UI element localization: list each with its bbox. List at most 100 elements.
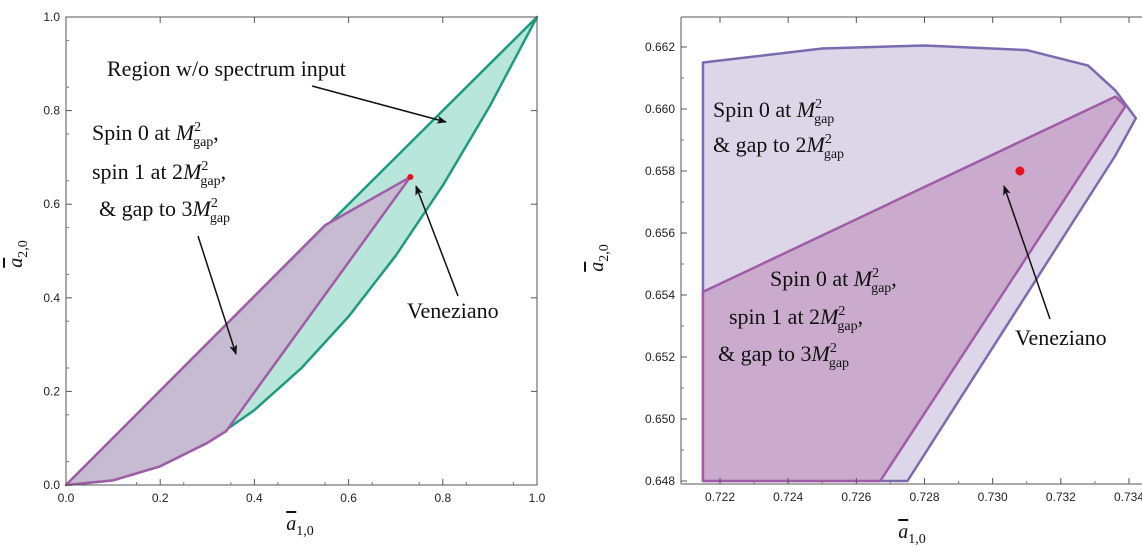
- left-regions: [64, 15, 539, 487]
- annotation-right-spin-line-1-sup: 2: [872, 266, 879, 281]
- arrow-region-no-spectrum: [311, 85, 447, 124]
- right-y-tick-label: 0.654: [645, 288, 675, 302]
- annotation-right-spin-line-1-M: M: [853, 266, 874, 291]
- veneziano-point-left: [407, 174, 414, 181]
- left-x-axis-label: a1,0: [286, 513, 314, 539]
- right-regions: [701, 44, 1138, 483]
- right-chart: 0.722 0.724 0.726 0.728 0.730 0.732 0.734 0.648…: [586, 16, 1142, 547]
- annotation-right-spin-line-3-sup: 2: [830, 341, 837, 356]
- annotation-right-spin-line-3-M: M: [811, 341, 832, 366]
- annotation-spin-line-3-M: M: [192, 196, 213, 221]
- arrow-spin-left: [197, 235, 238, 355]
- right-x-tick-label: 0.722: [705, 490, 735, 504]
- right-x-tick-label: 0.734: [1114, 490, 1142, 504]
- annotation-right-spin-line-1-text: Spin 0 at: [770, 266, 854, 291]
- right-points: [1015, 166, 1025, 176]
- annotation-spin-line-3-text: & gap to 3: [99, 196, 193, 221]
- left-y-tick-label: 0.2: [43, 384, 60, 398]
- annotation-right-spin0-line-1-M: M: [796, 97, 817, 122]
- annotation-right-spin-line-2-sup: 2: [838, 304, 845, 319]
- annotation-spin-line-1-sup: 2: [194, 120, 201, 135]
- annotation-right-spin0-line-1-text: Spin 0 at: [713, 97, 797, 122]
- annotation-right-spin0-line-1-sup: 2: [815, 97, 822, 112]
- region-spin-constraints: [64, 175, 412, 487]
- annotation-spin-line-1-sub: gap: [193, 135, 213, 150]
- annotation-right-spin0-line-2-M: M: [806, 132, 827, 157]
- annotation-spin-line-1-M: M: [175, 120, 196, 145]
- right-x-axis-label-sub: 1,0: [908, 532, 926, 547]
- right-x-tick-label: 0.728: [909, 490, 939, 504]
- annotation-right-spin0-line-1: Spin 0 at M2 gap: [713, 97, 834, 127]
- annotation-right-spin-line-2-comma: ,: [858, 304, 864, 329]
- annotation-spin-line-2-sub: gap: [200, 174, 220, 189]
- annotation-right-spin-line-2-sub: gap: [837, 319, 857, 334]
- annotation-veneziano-right: Veneziano: [1015, 325, 1107, 350]
- right-x-axis-label: a1,0: [898, 521, 926, 547]
- annotation-right-spin-line-1-sub: gap: [871, 281, 891, 296]
- left-y-tick-label: 0.6: [43, 197, 60, 211]
- veneziano-point-right: [1015, 166, 1025, 176]
- right-y-axis-label: a2,0: [586, 244, 612, 272]
- right-y-tick-label: 0.660: [645, 102, 675, 116]
- annotation-spin-line-3-sup: 2: [211, 196, 218, 211]
- right-y-tick-label: 0.652: [645, 350, 675, 364]
- left-y-axis-label-a: a: [5, 258, 27, 268]
- annotation-right-spin-line-2-M: M: [819, 304, 840, 329]
- right-x-tick-label: 0.730: [978, 490, 1008, 504]
- left-y-tick-label: 0.4: [43, 291, 60, 305]
- right-y-tick-label: 0.650: [645, 412, 675, 426]
- right-x-tick-label: 0.724: [773, 490, 803, 504]
- right-plot-frame: [680, 16, 1142, 485]
- left-x-tick-label: 0.6: [340, 491, 357, 505]
- right-y-tick-label: 0.656: [645, 226, 675, 240]
- annotation-spin-line-2-comma: ,: [221, 159, 227, 184]
- right-y-axis-label-sub: 2,0: [597, 244, 612, 262]
- annotation-spin-line-1: Spin 0 at M2 gap,: [92, 120, 219, 150]
- right-ticks: 0.722 0.724 0.726 0.728 0.730 0.732 0.734 0.648…: [645, 17, 1142, 504]
- left-x-tick-label: 1.0: [529, 491, 546, 505]
- annotation-spin-line-1-comma: ,: [213, 120, 219, 145]
- annotation-right-spin0-line-2: & gap to 2M2 gap: [713, 132, 844, 162]
- right-y-tick-label: 0.662: [645, 40, 675, 54]
- left-y-axis-label-sub: 2,0: [16, 240, 31, 258]
- annotation-right-spin-line-3: & gap to 3M2 gap: [718, 341, 849, 371]
- left-x-axis-label-sub: 1,0: [296, 524, 314, 539]
- right-y-axis-label-a: a: [586, 262, 608, 272]
- annotation-region-no-spectrum: Region w/o spectrum input: [107, 56, 346, 81]
- left-points: [407, 174, 414, 181]
- left-x-tick-label: 0.4: [246, 491, 263, 505]
- left-y-tick-label: 0.0: [43, 478, 60, 492]
- left-x-tick-label: 0.8: [434, 491, 451, 505]
- annotation-spin-line-2-text: spin 1 at 2: [92, 159, 183, 184]
- right-y-tick-label: 0.648: [645, 474, 675, 488]
- annotation-right-spin0-line-2-sup: 2: [825, 132, 832, 147]
- left-x-axis-label-a: a: [286, 513, 296, 535]
- annotation-spin-line-1-text: Spin 0 at: [92, 120, 176, 145]
- left-y-axis-label: a2,0: [5, 240, 31, 268]
- arrow-veneziano-right: [1003, 185, 1051, 320]
- annotation-right-spin0-line-2-text: & gap to 2: [713, 132, 807, 157]
- left-y-tick-label: 1.0: [43, 10, 60, 24]
- left-x-tick-label: 0.2: [152, 491, 169, 505]
- arrow-veneziano-left: [415, 185, 459, 297]
- left-x-tick-label: 0.0: [58, 491, 75, 505]
- left-plot-frame: [65, 16, 538, 486]
- right-x-tick-label: 0.726: [841, 490, 871, 504]
- right-y-tick-label: 0.658: [645, 164, 675, 178]
- annotation-right-spin-line-2-text: spin 1 at 2: [729, 304, 820, 329]
- annotation-spin-line-2: spin 1 at 2M2 gap,: [92, 159, 226, 189]
- annotation-right-spin0-line-1-sub: gap: [814, 112, 834, 127]
- right-x-tick-label: 0.732: [1046, 490, 1076, 504]
- annotation-spin-line-3: & gap to 3M2 gap: [99, 196, 230, 226]
- annotation-right-spin0-line-2-sub: gap: [824, 147, 844, 162]
- annotation-spin-line-2-sup: 2: [201, 159, 208, 174]
- annotation-veneziano-left: Veneziano: [407, 298, 499, 323]
- left-chart: 0.0 0.2 0.4 0.6 0.8 1.00.00.20.40.60.81.0 a1,…: [5, 10, 546, 539]
- region-spin-constraints-right: [701, 95, 1127, 483]
- annotation-spin-line-3-sub: gap: [210, 211, 230, 226]
- right-x-axis-label-a: a: [898, 521, 908, 543]
- annotation-right-spin-line-3-text: & gap to 3: [718, 341, 812, 366]
- annotation-right-spin-line-1-comma: ,: [891, 266, 897, 291]
- left-ticks: 0.0 0.2 0.4 0.6 0.8 1.0 0.0 0.2 0.4 0.6 0.8 1.0: [43, 10, 545, 505]
